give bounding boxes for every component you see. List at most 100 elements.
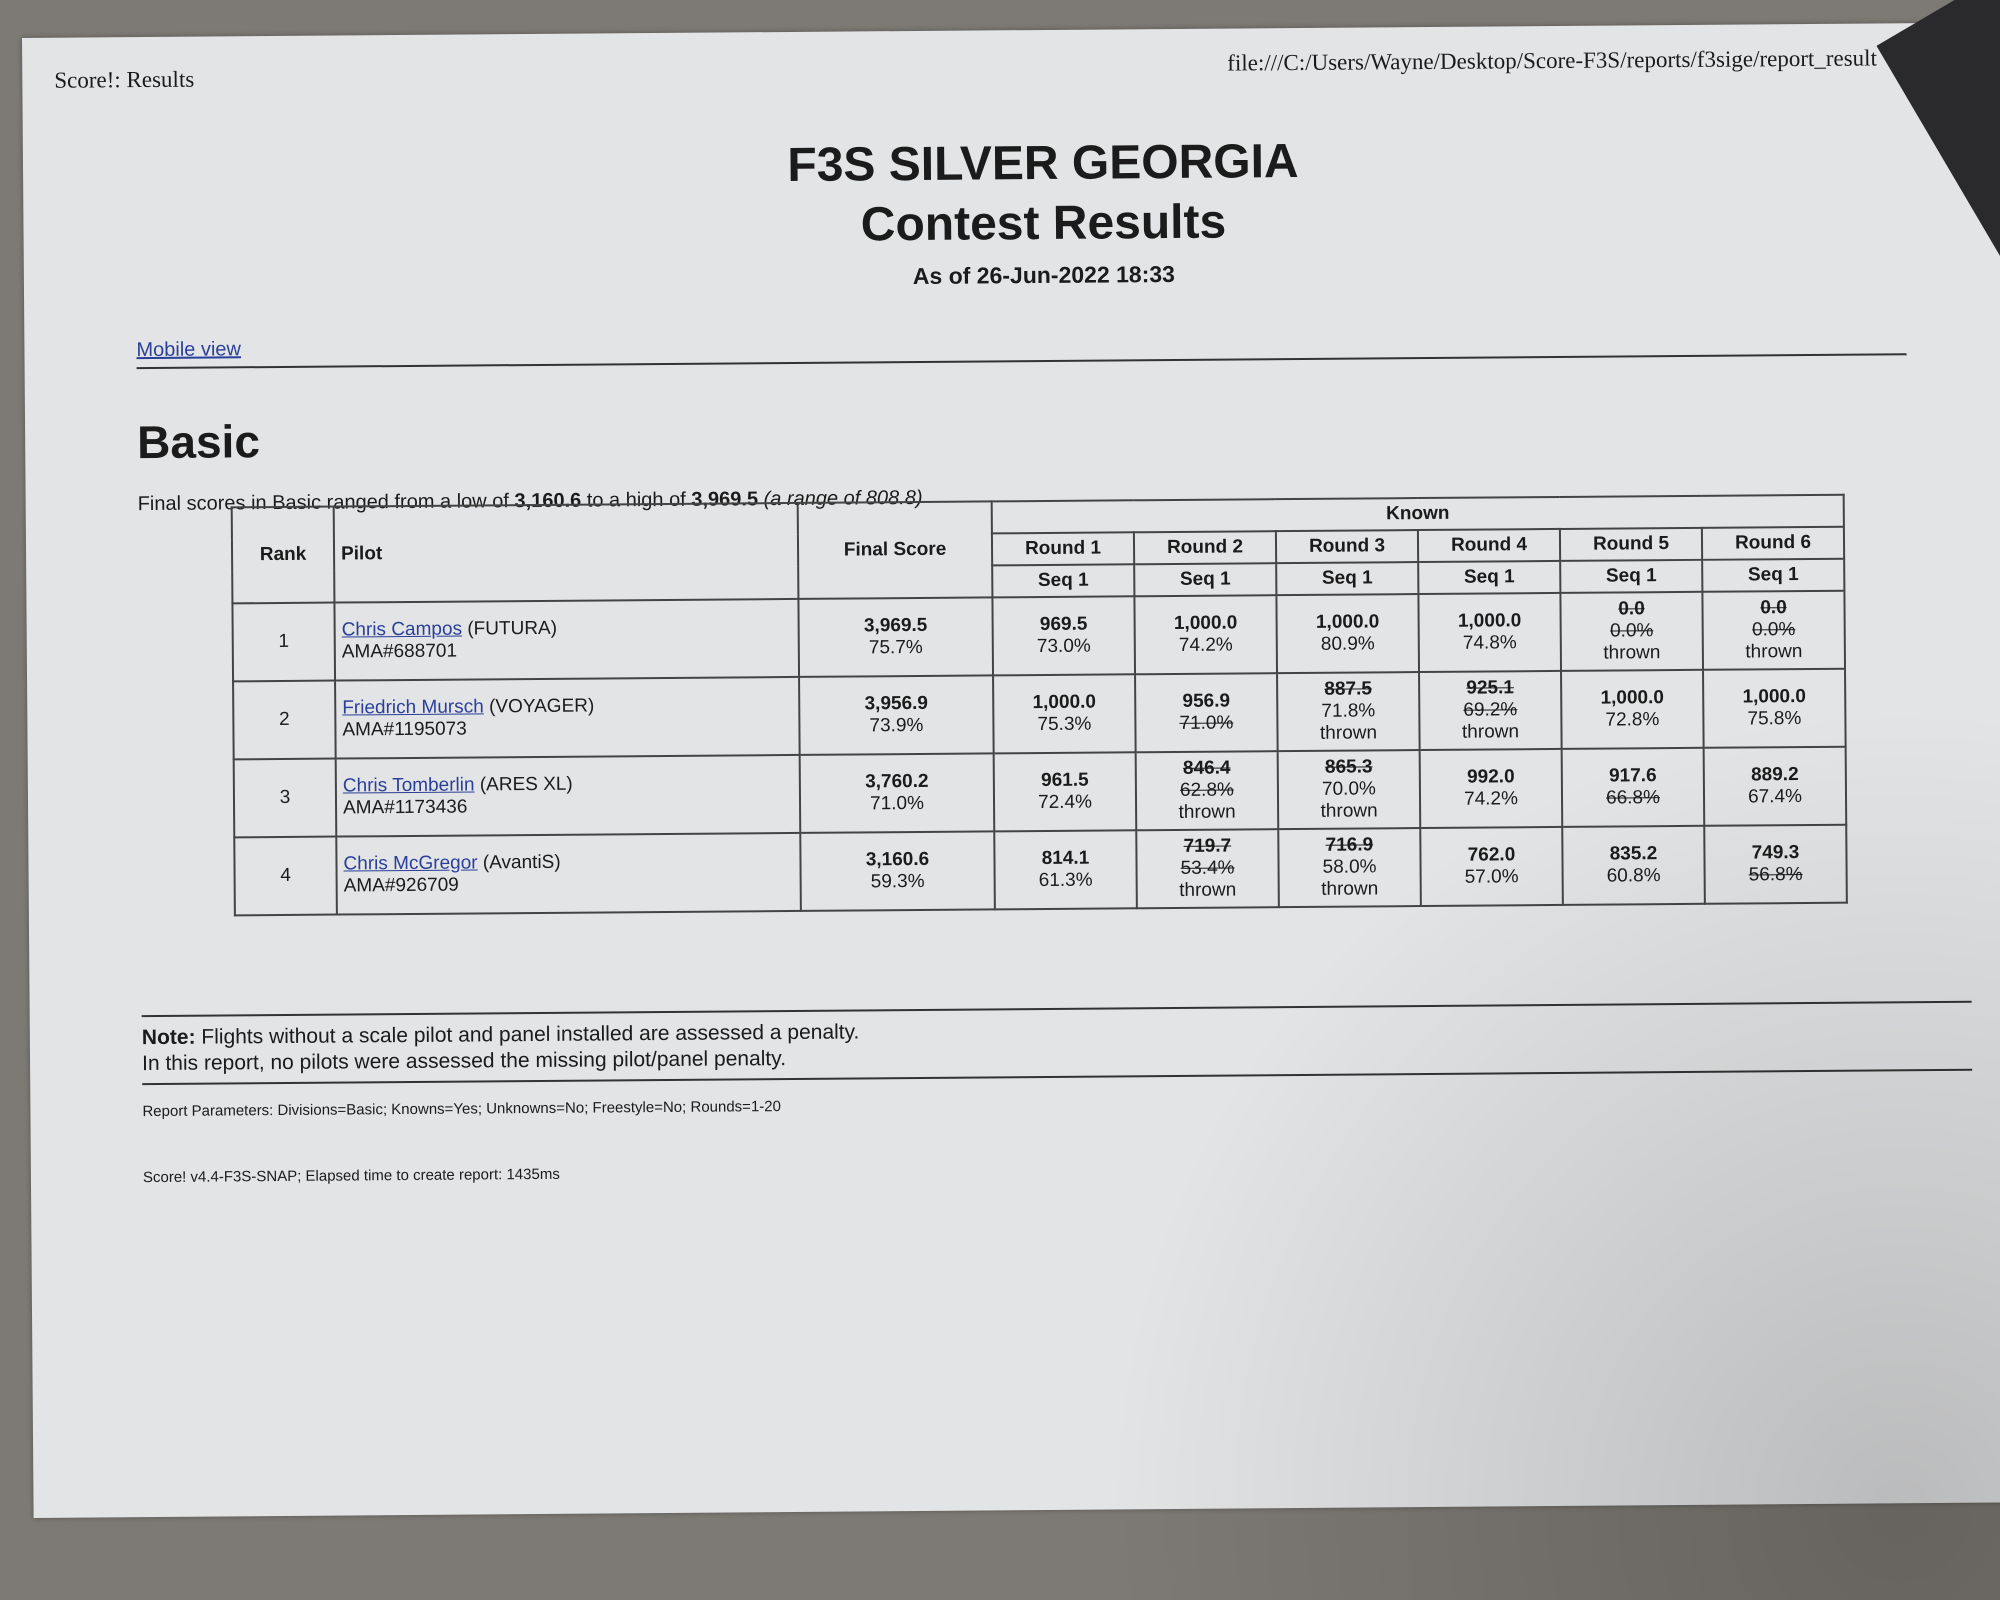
note: Note: Flights without a scale pilot and …: [142, 1019, 860, 1077]
header-round: Round 1: [991, 532, 1135, 566]
round-score: 835.2: [1609, 843, 1658, 865]
header-round: Round 2: [1133, 531, 1277, 565]
round-score-cell: 719.7 53.4% thrown: [1136, 829, 1279, 909]
mobile-view-link[interactable]: Mobile view: [136, 338, 242, 362]
final-score-cell: 3,160.6 59.3%: [800, 831, 995, 911]
ama-number: AMA#1195073: [342, 718, 467, 741]
round-score-cell: 814.1 61.3%: [994, 830, 1137, 910]
round-score-cell: 846.4 62.8% thrown: [1135, 751, 1279, 831]
round-percent: 70.0%: [1321, 778, 1376, 800]
header-round: Round 5: [1559, 527, 1703, 561]
round-percent: 0.0%: [1609, 620, 1654, 642]
round-score: 749.3: [1751, 842, 1800, 864]
round-score-cell: 1,000.0 72.8%: [1561, 669, 1704, 749]
round-score: 762.0: [1467, 844, 1516, 866]
header-round: Round 4: [1417, 528, 1561, 563]
pilot-cell: Chris Tomberlin (ARES XL) AMA#1173436: [335, 754, 801, 837]
round-score: 846.4: [1182, 757, 1231, 779]
section-title: Basic: [136, 415, 261, 469]
round-score-cell: 1,000.0 75.8%: [1703, 668, 1846, 748]
divider: [136, 353, 1907, 370]
round-percent: 57.0%: [1464, 866, 1519, 888]
round-score: 1,000.0: [1315, 611, 1380, 633]
plane-name: (AvantiS): [482, 851, 561, 874]
round-score: 814.1: [1041, 847, 1090, 870]
final-percent: 71.0%: [870, 792, 925, 815]
round-percent: 56.8%: [1748, 864, 1803, 886]
report-parameters: Report Parameters: Divisions=Basic; Know…: [142, 1098, 781, 1121]
round-percent: 74.2%: [1464, 788, 1519, 810]
round-score-cell: 865.3 70.0% thrown: [1277, 750, 1421, 830]
header-pilot: Pilot: [333, 502, 799, 603]
pilot-name-link[interactable]: Friedrich Mursch: [342, 696, 484, 719]
round-percent: 80.9%: [1320, 633, 1375, 655]
pilot-cell: Chris Campos (FUTURA) AMA#688701: [334, 598, 800, 681]
header-seq: Seq 1: [992, 564, 1135, 598]
pilot-name-link[interactable]: Chris Campos: [341, 618, 463, 641]
round-score: 0.0: [1618, 598, 1645, 620]
round-score: 719.7: [1183, 835, 1232, 857]
print-header-url: file:///C:/Users/Wayne/Desktop/Score-F3S…: [1227, 45, 1878, 76]
round-percent: 0.0%: [1751, 619, 1796, 641]
pilot-cell: Friedrich Mursch (VOYAGER) AMA#1195073: [335, 676, 800, 759]
round-score: 1,000.0: [1600, 687, 1665, 709]
round-percent: 74.8%: [1462, 632, 1517, 654]
header-seq: Seq 1: [1418, 560, 1561, 595]
plane-name: (VOYAGER): [488, 695, 595, 718]
round-score-cell: 0.0 0.0% thrown: [1560, 591, 1704, 671]
round-score: 1,000.0: [1173, 612, 1238, 634]
header-seq: Seq 1: [1560, 559, 1703, 593]
round-score: 865.3: [1324, 756, 1373, 778]
round-score-cell: 889.2 67.4%: [1703, 746, 1847, 826]
round-score: 0.0: [1760, 597, 1787, 619]
ama-number: AMA#1173436: [342, 796, 468, 819]
round-percent: 62.8%: [1179, 779, 1234, 801]
round-percent: 60.8%: [1606, 865, 1661, 887]
round-score-cell: 716.9 58.0% thrown: [1278, 828, 1421, 908]
round-score-cell: 925.1 69.2% thrown: [1419, 670, 1562, 751]
rank-cell: 2: [233, 680, 336, 760]
round-score: 887.5: [1324, 678, 1373, 700]
header-seq: Seq 1: [1702, 558, 1845, 592]
round-percent: 61.3%: [1038, 869, 1093, 892]
page-title: F3S SILVER GEORGIA Contest Results: [23, 126, 2000, 262]
plane-name: (FUTURA): [467, 617, 558, 640]
round-score-cell: 1,000.0 74.2%: [1134, 595, 1278, 675]
ama-number: AMA#926709: [343, 874, 459, 897]
round-score: 917.6: [1608, 765, 1657, 787]
round-score: 956.9: [1182, 690, 1231, 712]
round-percent: 67.4%: [1747, 786, 1803, 808]
table-row: 1 Chris Campos (FUTURA) AMA#688701 3,969.5 7…: [232, 590, 1846, 682]
final-score: 3,160.6: [865, 848, 930, 871]
final-score: 3,760.2: [865, 770, 929, 793]
thrown-label: thrown: [1603, 642, 1661, 664]
thrown-label: thrown: [1320, 800, 1378, 822]
final-score: 3,956.9: [864, 692, 929, 715]
round-percent: 75.8%: [1747, 708, 1802, 730]
divider: [141, 1000, 1972, 1018]
table-row: 3 Chris Tomberlin (ARES XL) AMA#1173436 3,7…: [233, 746, 1847, 838]
round-score-cell: 887.5 71.8% thrown: [1277, 672, 1420, 752]
rank-cell: 4: [234, 836, 337, 916]
round-score-cell: 917.6 66.8%: [1561, 747, 1705, 827]
note-label: Note:: [141, 1025, 196, 1050]
round-score: 969.5: [1039, 613, 1088, 636]
thrown-label: thrown: [1178, 801, 1236, 823]
round-score-cell: 762.0 57.0%: [1420, 826, 1563, 907]
header-seq: Seq 1: [1134, 563, 1277, 597]
final-score-cell: 3,760.2 71.0%: [799, 753, 995, 833]
final-score-cell: 3,969.5 75.7%: [798, 597, 994, 677]
round-score: 925.1: [1466, 677, 1514, 699]
rank-cell: 1: [232, 602, 336, 682]
thrown-label: thrown: [1179, 879, 1237, 901]
round-score-cell: 961.5 72.4%: [993, 752, 1137, 832]
pilot-name-link[interactable]: Chris McGregor: [343, 852, 478, 875]
round-score-cell: 992.0 74.2%: [1419, 748, 1563, 829]
pilot-name-link[interactable]: Chris Tomberlin: [342, 774, 475, 797]
round-percent: 74.2%: [1178, 634, 1233, 656]
table-row: 4 Chris McGregor (AvantiS) AMA#926709 3,160…: [234, 824, 1847, 916]
round-score: 716.9: [1325, 834, 1374, 856]
round-score-cell: 1,000.0 80.9%: [1276, 594, 1420, 674]
round-score-cell: 749.3 56.8%: [1704, 824, 1847, 904]
